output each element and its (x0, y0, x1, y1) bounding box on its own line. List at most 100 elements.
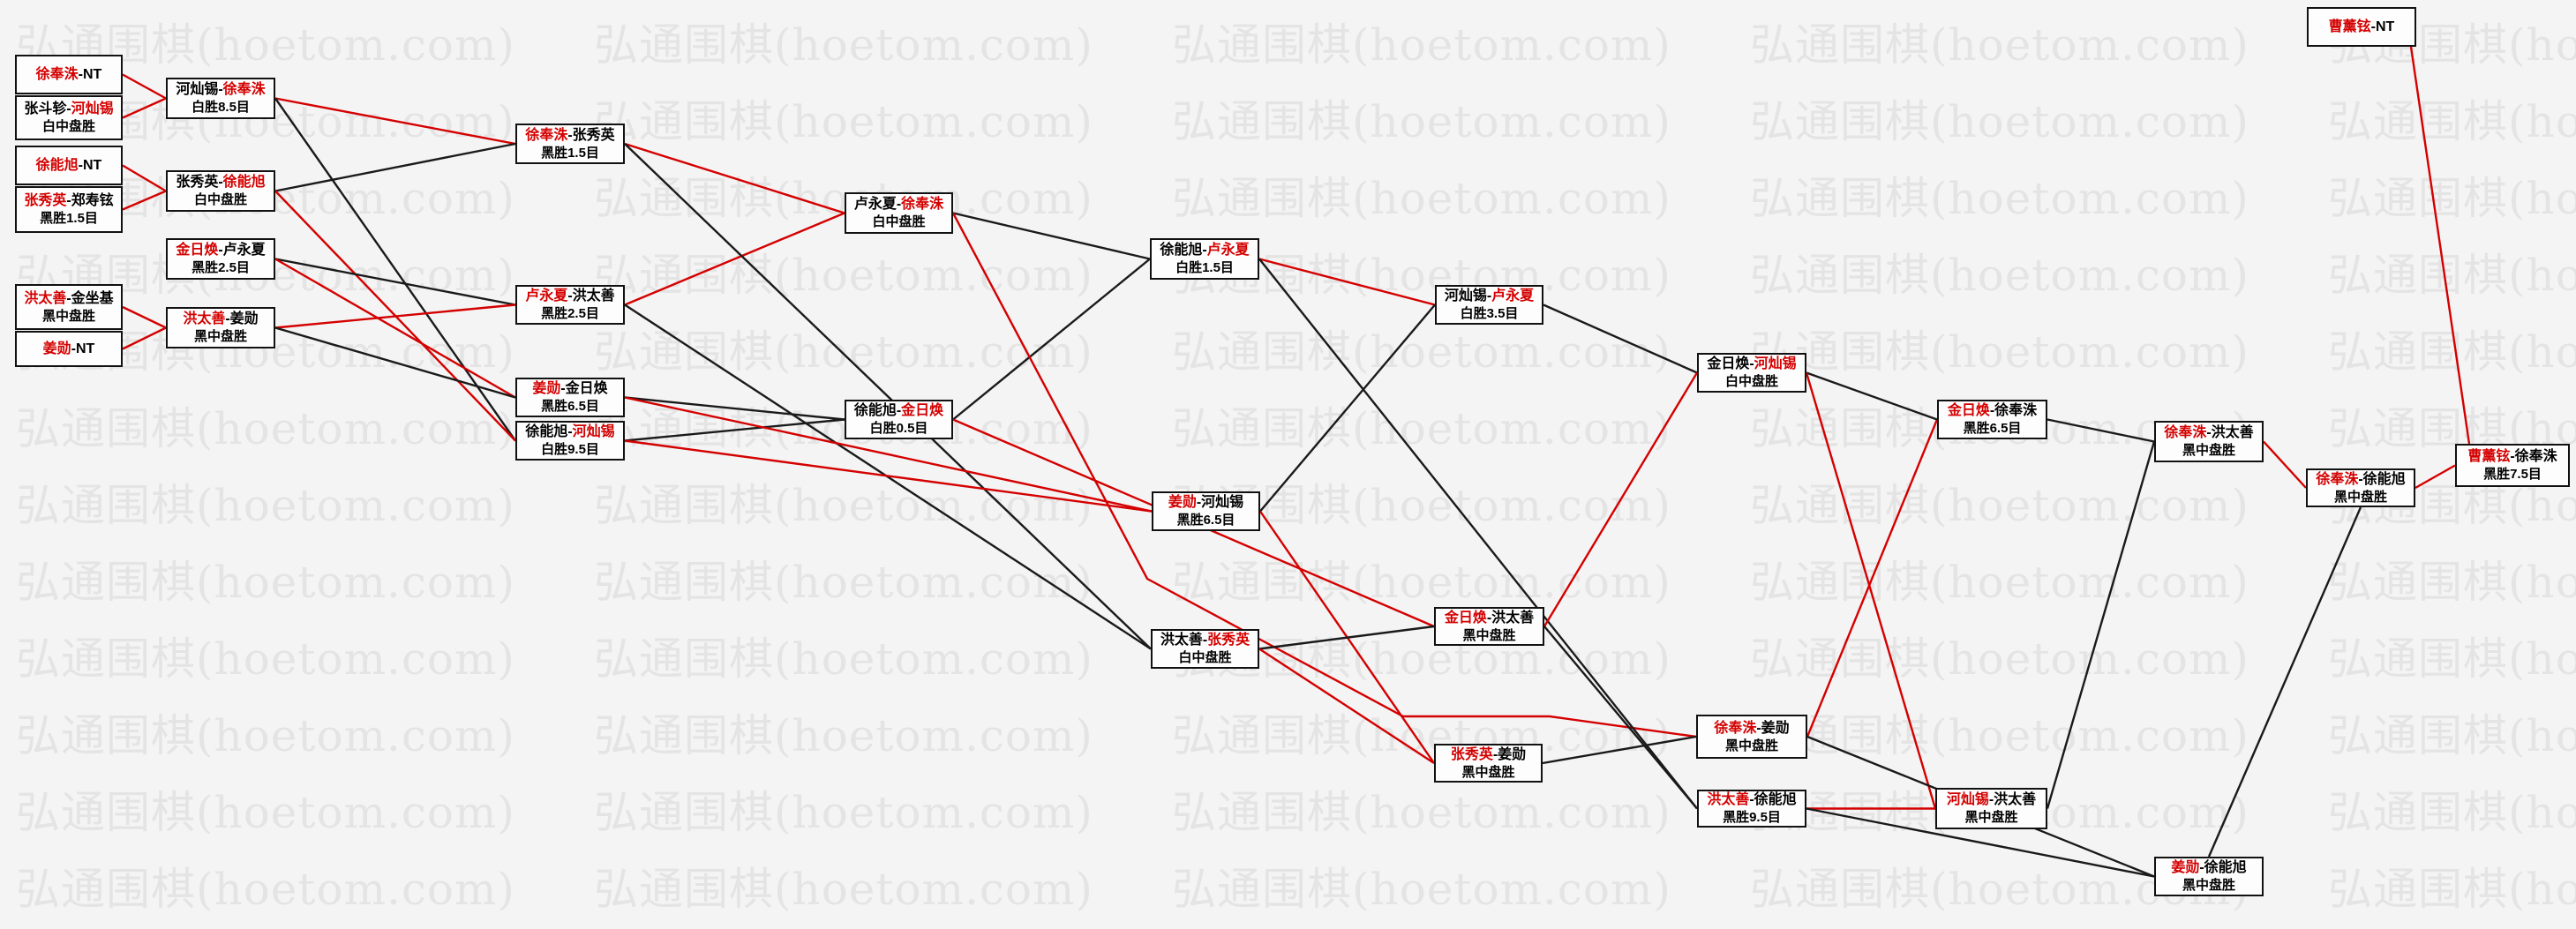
match-result: 白胜0.5目 (869, 421, 928, 436)
match-box-E: 洪太善-金坐基 黑中盘胜 (15, 284, 123, 330)
player-separator: - (896, 197, 902, 212)
player-name-black-side: 洪太善 (1160, 633, 1203, 648)
match-box-G: 河灿锡-徐奉洙 白胜8.5目 (166, 78, 275, 119)
match-players: 徐能旭-金日焕 (846, 402, 951, 420)
player-name-white-side: 洪太善 (1994, 792, 2037, 807)
match-players: 金日焕-卢永夏 (168, 242, 274, 259)
player-name-black-side: 金日焕 (176, 243, 219, 258)
player-name-white-side: 姜勋 (229, 311, 259, 326)
match-box-J: 洪太善-姜勋 黑中盘胜 (166, 307, 275, 348)
match-players: 徐奉洙-洪太善 (2156, 424, 2262, 442)
player-name-white-side: 徐奉洙 (901, 197, 944, 212)
match-players: 洪太善-徐能旭 (1699, 791, 1805, 809)
player-separator: - (66, 101, 71, 116)
player-name-white-side: 洪太善 (2211, 425, 2254, 440)
player-separator: - (78, 66, 83, 82)
player-separator: - (1202, 243, 1207, 258)
winner-path-line-AA-AC (2263, 440, 2307, 489)
match-box-U: 金日焕-洪太善 黑中盘胜 (1434, 607, 1544, 646)
player-separator: - (2199, 860, 2204, 875)
match-result: 黑中盘胜 (1461, 764, 1515, 780)
winner-path-line-Q-T (1258, 258, 1436, 306)
match-players: 张秀英-郑寿铉 (17, 192, 121, 210)
winner-path-line-G-K (274, 97, 516, 146)
match-box-D: 张秀英-郑寿铉 黑胜1.5目 (15, 186, 123, 233)
match-result: 黑胜2.5目 (192, 260, 250, 275)
player-separator: - (66, 290, 71, 306)
match-players: 徐能旭-卢永夏 (1152, 242, 1258, 259)
winner-path-line-N-R (624, 439, 1153, 513)
match-box-AD: 曹薰铉-NT (2307, 7, 2416, 47)
player-name-white-side: 河灿锡 (1201, 495, 1244, 510)
match-box-W1: 徐奉洙-姜勋 黑中盘胜 (1696, 715, 1807, 759)
player-separator: - (2358, 471, 2363, 487)
player-name-black-side: 姜勋 (2171, 860, 2200, 875)
match-box-A: 徐奉洙-NT (15, 55, 123, 94)
match-box-Z: 河灿锡-洪太善 黑中盘胜 (1935, 788, 2047, 829)
match-box-AA: 徐奉洙-洪太善 黑中盘胜 (2154, 421, 2264, 462)
loser-path-line-T-X (1543, 303, 1698, 374)
match-box-K: 徐奉洙-张秀英 黑胜1.5目 (515, 124, 625, 164)
player-name-black-side: 徐奉洙 (2164, 425, 2207, 440)
match-players: 张斗轸-河灿锡 (17, 101, 121, 118)
player-name-black-side: 张秀英 (176, 175, 219, 190)
winner-path-line-C-H (122, 164, 167, 192)
player-name-black-side: 徐奉洙 (2316, 471, 2359, 487)
winner-path-line-A-G (122, 73, 167, 100)
match-box-H: 张秀英-徐能旭 白中盘胜 (166, 170, 275, 212)
winner-path-line-D-H (122, 190, 167, 211)
match-box-N: 徐能旭-河灿锡 白胜9.5目 (515, 421, 625, 461)
player-separator: - (1988, 792, 1994, 807)
loser-path-line-H-K (274, 142, 516, 192)
player-name-black-side: 姜勋 (42, 341, 71, 356)
match-result: 黑胜6.5目 (1176, 513, 1235, 528)
loser-path-line-Q-W2 (1258, 258, 1698, 810)
player-name-white-side: 徐能旭 (1754, 792, 1797, 807)
loser-path-line-I-L (274, 258, 516, 306)
loser-path-line-J-M (274, 326, 516, 399)
match-players: 河灿锡-徐奉洙 (168, 81, 274, 99)
player-separator: - (218, 243, 223, 258)
loser-path-line-X-Y (1806, 371, 1938, 421)
winner-path-line-S-V (1258, 648, 1435, 765)
player-name-black-side: 徐奉洙 (525, 127, 568, 143)
match-result: 白胜9.5目 (541, 442, 599, 457)
player-separator: - (78, 157, 83, 173)
winner-path-line-K-O (624, 142, 845, 214)
match-result: 黑中盘胜 (2182, 443, 2235, 458)
player-separator: - (218, 175, 223, 190)
match-players: 河灿锡-洪太善 (1937, 791, 2046, 809)
player-name-white-side: 卢永夏 (222, 243, 266, 258)
player-name-white-side: 张秀英 (572, 127, 615, 143)
match-result: 黑胜9.5目 (1723, 810, 1781, 825)
match-box-Q: 徐能旭-卢永夏 白胜1.5目 (1150, 238, 1259, 280)
winner-path-line-AD-AE (2409, 46, 2471, 445)
match-result: 黑胜6.5目 (541, 399, 599, 414)
player-separator: - (1196, 495, 1202, 510)
player-name-black-side: 洪太善 (1707, 792, 1750, 807)
player-separator: - (560, 381, 566, 396)
player-name-black-side: 张秀英 (1450, 746, 1493, 762)
match-players: 河灿锡-卢永夏 (1437, 288, 1542, 305)
loser-path-line-O-Q (952, 212, 1151, 260)
player-name-black-side: 河灿锡 (1444, 288, 1487, 303)
player-separator: - (567, 424, 573, 439)
loser-path-line-R-T (1259, 303, 1436, 513)
player-name-black-side: 曹薰铉 (2467, 449, 2511, 464)
match-result: 白中盘胜 (1178, 650, 1232, 665)
match-result: 黑胜1.5目 (40, 211, 98, 226)
match-players: 曹薰铉-徐奉洙 (2457, 448, 2568, 466)
match-box-AE: 曹薰铉-徐奉洙 黑胜7.5目 (2455, 444, 2570, 487)
player-name-black-side: 卢永夏 (853, 197, 897, 212)
match-result: 白中盘胜 (872, 214, 926, 229)
match-players: 姜勋-金日焕 (517, 380, 623, 398)
loser-path-line-V-W1 (1542, 735, 1697, 765)
match-box-P: 徐能旭-金日焕 白胜0.5目 (845, 400, 953, 439)
match-players: 姜勋-徐能旭 (2156, 859, 2262, 877)
winner-path-line-M-R (624, 396, 1153, 513)
player-name-white-side: 河灿锡 (71, 101, 114, 116)
player-separator: - (2206, 425, 2212, 440)
match-result: 白胜1.5目 (1175, 260, 1234, 275)
match-box-R: 姜勋-河灿锡 黑胜6.5目 (1152, 491, 1260, 531)
